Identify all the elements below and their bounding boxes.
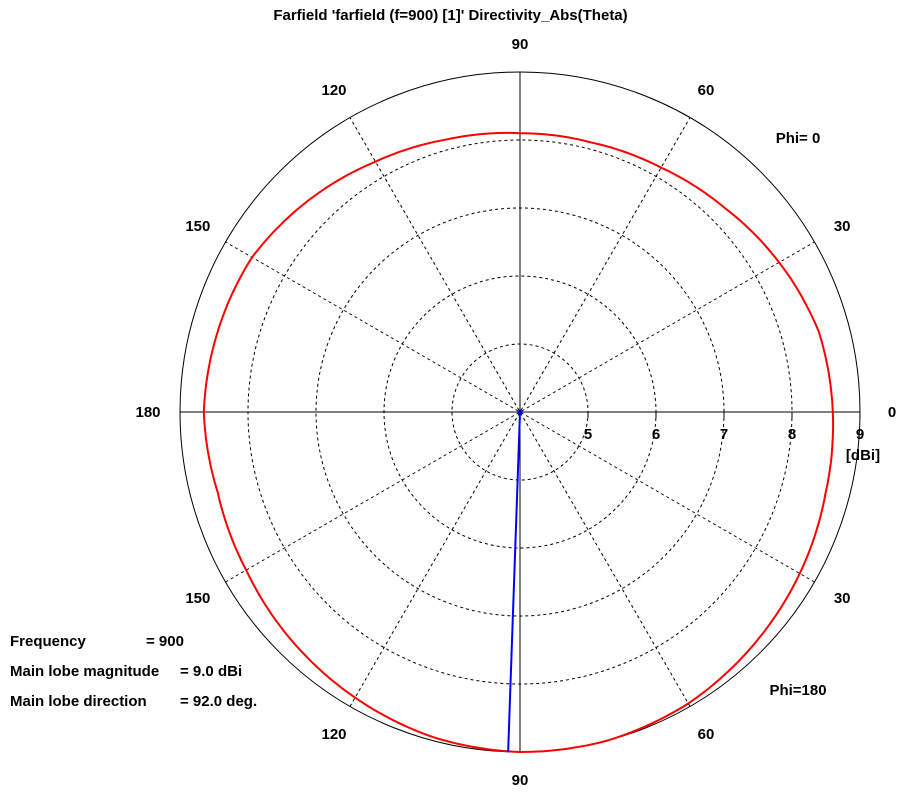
phi-bottom-label: Phi=180 [769,682,826,699]
radial-tick-label: 7 [720,426,728,443]
frequency-label: Frequency [10,633,86,650]
angle-label: 120 [321,82,346,99]
info-panel: Frequency = 900 Main lobe magnitude = 9.0 … [10,632,257,722]
center-dot [517,409,523,415]
radial-tick-label: 9 [856,426,864,443]
main-lobe-marker [507,411,521,752]
angle-label-bottom: 90 [512,772,529,789]
angle-label: 60 [698,82,715,99]
data-curves [202,131,835,754]
phi-top-label: Phi= 0 [776,130,821,147]
main-lobe-direction-value: = 92.0 deg. [180,693,258,710]
angle-label-top: 90 [512,36,529,53]
frequency-row: Frequency = 900 [10,632,257,662]
polar-grid [179,71,861,753]
angle-label: 150 [185,590,210,607]
angle-label-right: 0 [888,404,896,421]
chart-title: Farfield 'farfield (f=900) [1]' Directiv… [273,7,628,24]
frequency-value: = 900 [146,633,184,650]
angle-label: 30 [834,590,851,607]
main-lobe-magnitude-value: = 9.0 dBi [180,663,243,680]
grid-spoke [225,241,815,583]
unit-label: [dBi] [846,447,880,464]
radial-tick-label: 6 [652,426,660,443]
angle-label-left: 180 [135,404,160,421]
main-lobe-magnitude-row: Main lobe magnitude = 9.0 dBi [10,662,257,692]
axis-labels: 5 6 7 8 9 [dBi] 90 90 60 30 120 150 30 60 150 120 0 180 Ph… [135,36,896,789]
angle-label: 60 [698,726,715,743]
radial-tick-label: 8 [788,426,796,443]
angle-label: 120 [321,726,346,743]
main-lobe-direction-row: Main lobe direction = 92.0 deg. [10,692,257,722]
main-lobe-magnitude-label: Main lobe magnitude [10,663,160,680]
angle-label: 150 [185,218,210,235]
grid-spoke [349,117,691,707]
radial-tick-label: 5 [584,426,592,443]
grid-spoke [225,241,815,583]
angle-label: 30 [834,218,851,235]
directivity-curve [202,131,835,754]
grid-spoke [349,117,691,707]
main-lobe-direction-label: Main lobe direction [10,693,147,710]
